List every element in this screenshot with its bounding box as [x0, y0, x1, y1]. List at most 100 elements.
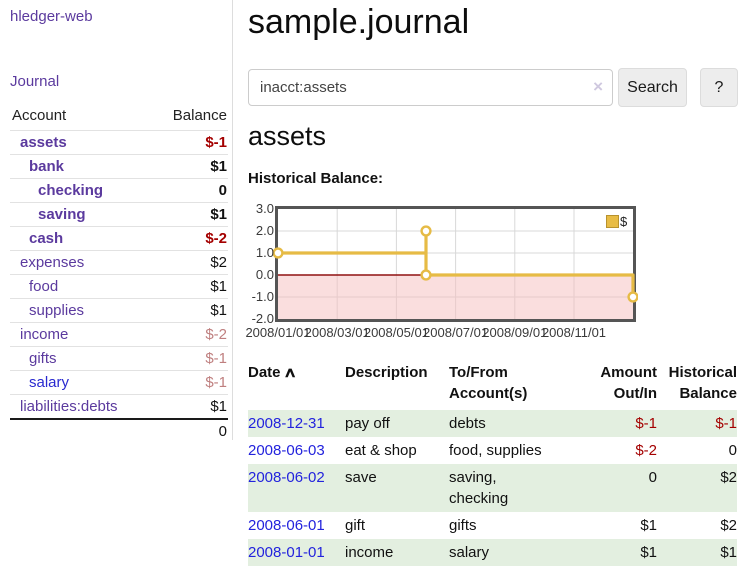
search-box: ×: [248, 69, 613, 106]
account-link-checking[interactable]: checking: [38, 182, 104, 199]
legend-label: $: [620, 214, 628, 229]
accounts-header-balance: Balance: [172, 107, 227, 124]
x-tick: 2008/03/01: [304, 325, 370, 340]
accounts-total: 0: [152, 418, 228, 443]
transaction-description: save: [345, 464, 449, 512]
transaction-accounts: gifts: [449, 517, 477, 534]
account-link-food[interactable]: food: [29, 278, 59, 295]
account-row: supplies $1: [10, 298, 228, 323]
account-row: expenses $2: [10, 250, 228, 275]
account-balance: $-2: [152, 226, 228, 251]
transaction-date-link[interactable]: 2008-06-02: [248, 469, 325, 486]
chart-canvas: [272, 206, 639, 322]
register-row: 2008-01-01 income salary $1 $1: [248, 539, 737, 566]
historical-balance-chart: 3.0 2.0 1.0 0.0 -1.0 -2.0 2008/01/01 200…: [245, 201, 668, 345]
accounts-header-account: Account: [12, 107, 67, 124]
transaction-amount: $1: [586, 539, 657, 566]
transaction-accounts: debts: [449, 410, 586, 437]
transaction-description: eat & shop: [345, 442, 417, 459]
y-tick: -2.0: [251, 311, 274, 326]
x-tick: 2008/07/01: [423, 325, 489, 340]
account-row: assets $-1: [10, 130, 228, 155]
account-balance: $1: [152, 298, 228, 323]
account-row: liabilities:debts $1: [10, 394, 228, 419]
brand-link[interactable]: hledger-web: [10, 8, 93, 25]
account-balance: $1: [152, 154, 228, 179]
account-balance: 0: [152, 178, 228, 203]
accounts-table: Account Balance assets $-1 bank $1 check…: [10, 103, 228, 443]
account-row: cash $-2: [10, 226, 228, 251]
account-balance: $1: [152, 394, 228, 419]
register-header-description: Description: [345, 364, 428, 381]
search-button[interactable]: Search: [618, 68, 687, 107]
account-link-liabilities-debts[interactable]: liabilities:debts: [20, 398, 118, 415]
account-link-income[interactable]: income: [20, 326, 69, 343]
transaction-accounts: salary: [449, 539, 586, 566]
help-button[interactable]: ?: [700, 68, 738, 107]
register-header-amount: Amount Out/In: [600, 364, 657, 402]
account-link-cash[interactable]: cash: [29, 230, 64, 247]
account-balance: $-1: [152, 346, 228, 371]
y-tick: 1.0: [255, 245, 274, 260]
transaction-amount: 0: [586, 464, 657, 512]
sort-ascending-icon: ∧: [282, 364, 297, 380]
transaction-description: pay off: [345, 410, 449, 437]
transaction-accounts: saving, checking: [449, 469, 509, 507]
account-link-expenses[interactable]: expenses: [20, 254, 85, 271]
account-heading: assets: [248, 121, 327, 151]
account-balance: $1: [152, 274, 228, 299]
transaction-date-link[interactable]: 2008-06-03: [248, 442, 325, 459]
page-title: sample.journal: [248, 3, 470, 41]
clear-search-icon[interactable]: ×: [593, 77, 603, 96]
register-row: 2008-06-02 save saving, checking 0 $2: [248, 464, 737, 512]
transaction-date-link[interactable]: 2008-01-01: [248, 544, 325, 561]
x-tick: 2008/11/01: [541, 325, 607, 340]
legend-swatch-icon: [606, 215, 619, 228]
sidebar: hledger-web Journal Account Balance asse…: [0, 0, 233, 443]
transaction-balance: 0: [728, 442, 737, 459]
account-row: salary $-1: [10, 370, 228, 395]
register-header-balance: Historical Balance: [668, 364, 737, 402]
account-balance: $-1: [152, 370, 228, 395]
transaction-description: gift: [345, 517, 366, 534]
account-link-supplies[interactable]: supplies: [29, 302, 85, 319]
transaction-description: income: [345, 539, 449, 566]
account-link-bank[interactable]: bank: [29, 158, 65, 175]
transaction-balance: $-1: [657, 410, 737, 437]
transaction-balance: $2: [720, 517, 737, 534]
date-header-label: Date: [248, 364, 281, 381]
y-tick: 2.0: [255, 223, 274, 238]
accounts-total-row: 0: [10, 418, 228, 443]
account-row: gifts $-1: [10, 346, 228, 371]
sidebar-item-journal[interactable]: Journal: [10, 73, 60, 90]
account-row: income $-2: [10, 322, 228, 347]
transaction-accounts: food, supplies: [449, 442, 542, 459]
register-row: 2008-12-31 pay off debts $-1 $-1: [248, 410, 737, 437]
account-row: checking 0: [10, 178, 228, 203]
register-table: Date ∧ Description To/From Account(s) Amo…: [248, 360, 737, 566]
transaction-balance: $2: [657, 464, 737, 512]
search-input[interactable]: [248, 69, 613, 106]
register-row: 2008-06-03 eat & shop food, supplies $-2…: [248, 437, 737, 464]
x-tick: 2008/01/01: [245, 325, 311, 340]
account-row: saving $1: [10, 202, 228, 227]
transaction-amount: $-2: [635, 442, 657, 459]
transaction-date-link[interactable]: 2008-12-31: [248, 415, 325, 432]
account-row: food $1: [10, 274, 228, 299]
transaction-date-link[interactable]: 2008-06-01: [248, 517, 325, 534]
x-tick: 2008/09/01: [482, 325, 548, 340]
y-tick: -1.0: [251, 289, 274, 304]
account-link-salary[interactable]: salary: [29, 374, 70, 391]
account-link-gifts[interactable]: gifts: [29, 350, 57, 367]
account-balance: $2: [152, 250, 228, 275]
transaction-amount: $1: [640, 517, 657, 534]
y-tick: 3.0: [255, 201, 274, 216]
register-header-row: Date ∧ Description To/From Account(s) Amo…: [248, 360, 737, 410]
account-balance: $-2: [152, 322, 228, 347]
chart-title: Historical Balance:: [248, 170, 384, 187]
account-balance: $-1: [152, 130, 228, 155]
account-row: bank $1: [10, 154, 228, 179]
account-link-assets[interactable]: assets: [20, 134, 67, 151]
register-header-date[interactable]: Date ∧: [248, 360, 345, 410]
account-link-saving[interactable]: saving: [38, 206, 86, 223]
